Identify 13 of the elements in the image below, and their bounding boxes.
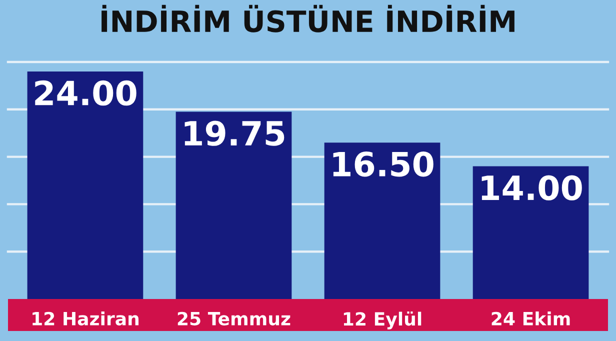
chart-title: İNDİRİM ÜSTÜNE İNDİRİM <box>102 4 514 32</box>
x-tick-label: 24 Ekim <box>492 312 570 326</box>
data-label: 16.50 <box>333 152 434 177</box>
data-label: 24.00 <box>35 80 136 106</box>
bar <box>472 166 589 299</box>
data-label: 19.75 <box>184 120 284 146</box>
bar <box>324 142 440 299</box>
x-tick-label: 12 Eylül <box>344 312 422 330</box>
data-label: 14.00 <box>482 175 582 200</box>
x-tick-label: 25 Temmuz <box>178 312 290 326</box>
bar <box>27 71 144 299</box>
x-tick-label: 12 Haziran <box>32 312 138 326</box>
bar <box>176 112 292 299</box>
